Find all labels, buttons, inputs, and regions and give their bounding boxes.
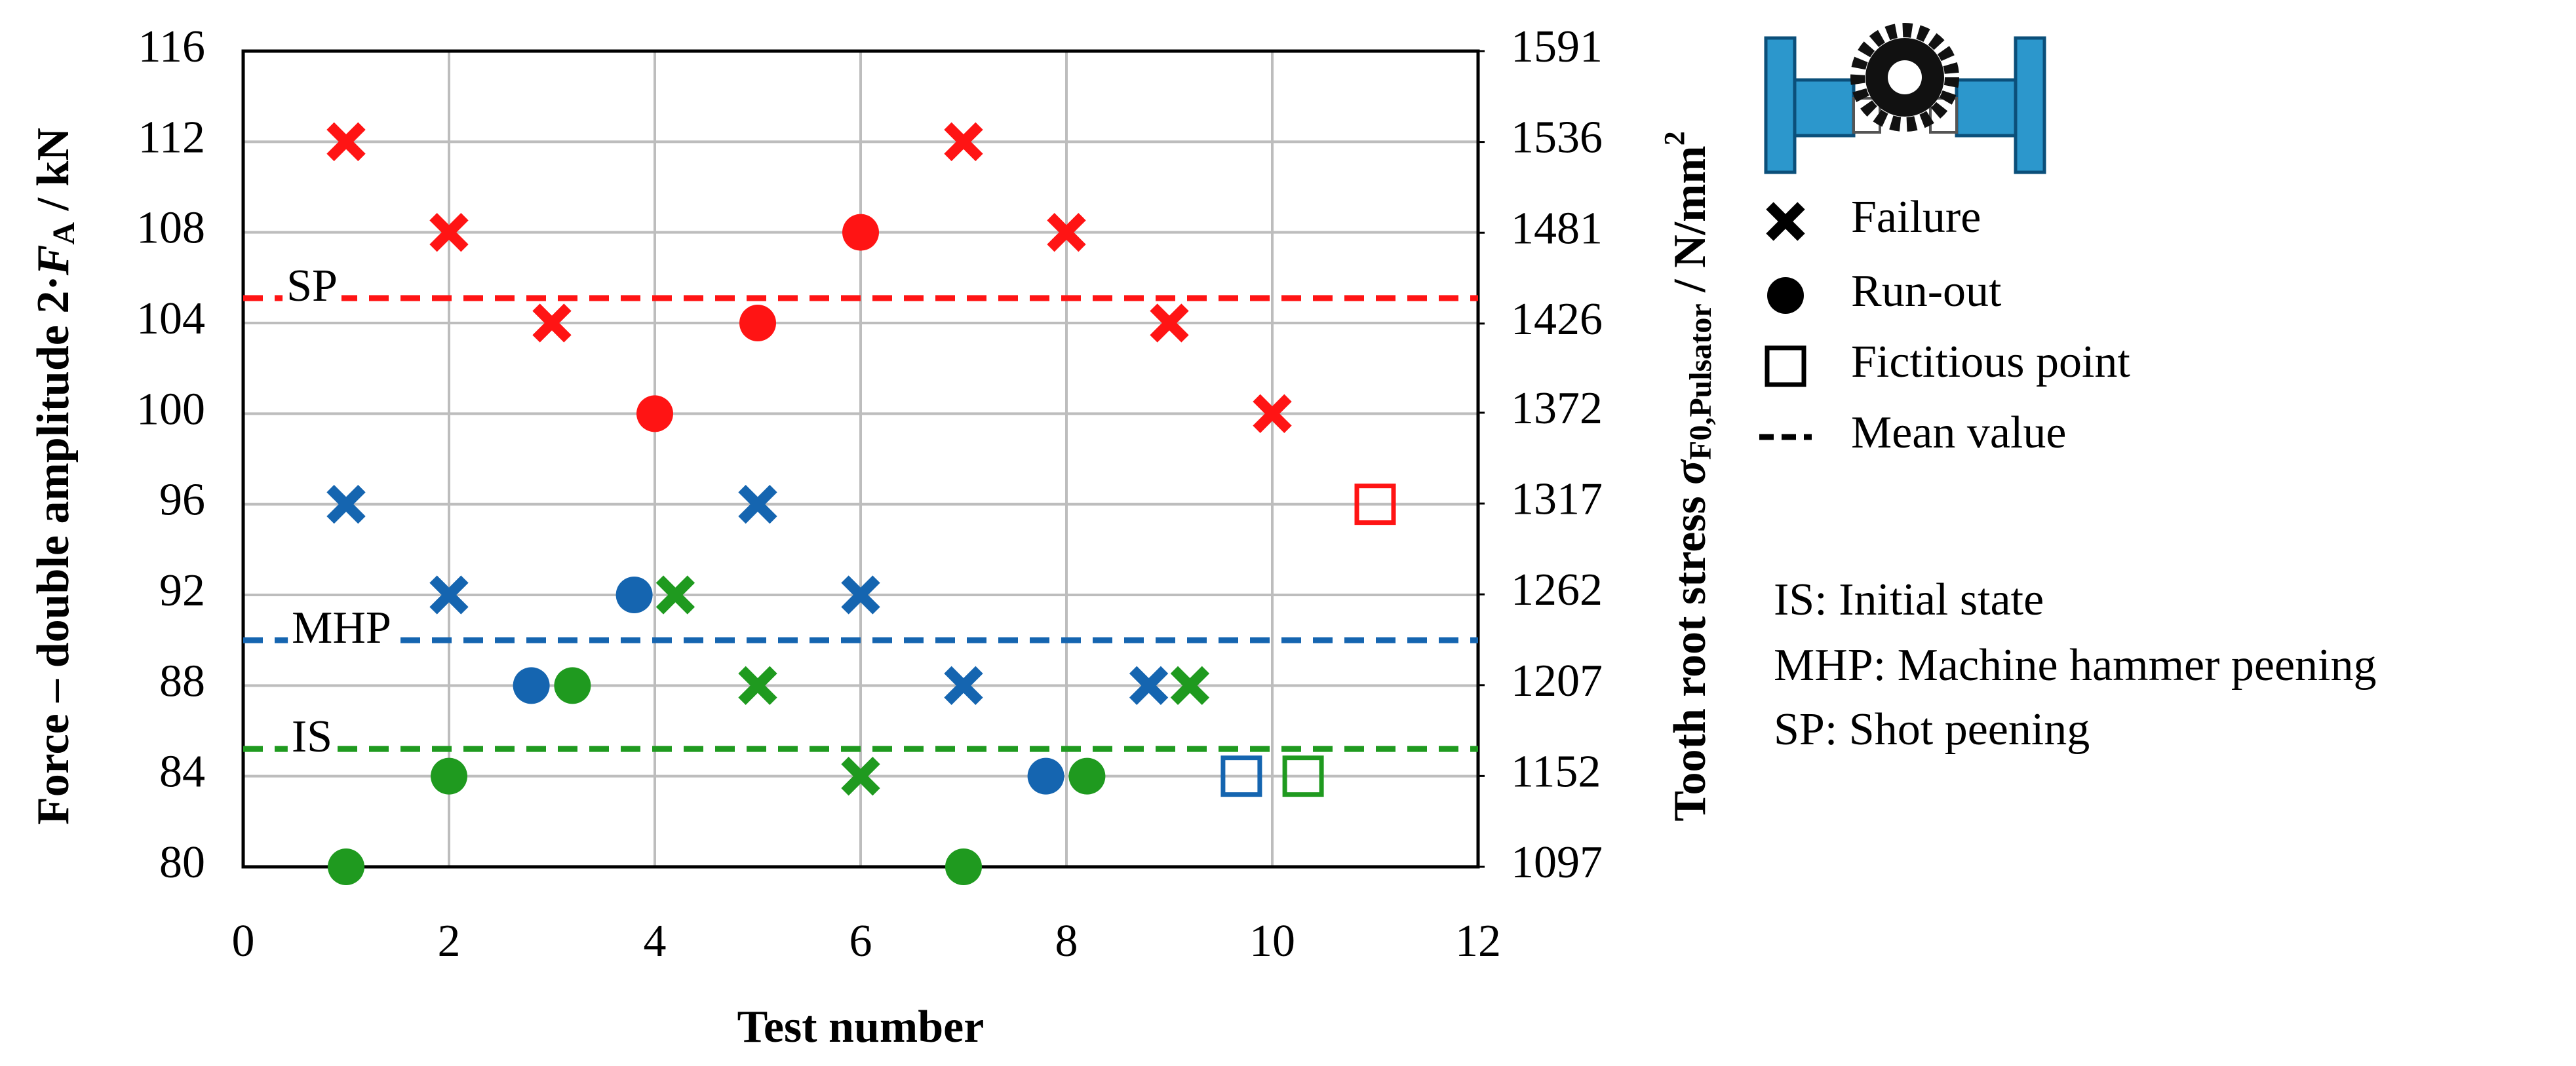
failure-marker [841, 575, 880, 615]
y2-tick-label: 1591 [1511, 22, 1603, 72]
run-out-marker [945, 848, 982, 885]
y-tick-label: 108 [136, 203, 205, 254]
y2-tick-label: 1536 [1511, 113, 1603, 163]
run-out-marker [615, 577, 653, 613]
y-tick-label: 116 [138, 22, 205, 72]
y-tick-label: 104 [136, 294, 205, 344]
failure-marker [944, 666, 983, 705]
note: SP: Shot peening [1774, 704, 2090, 755]
y2-title-var: σ [1665, 459, 1715, 485]
y-title-text: Force – double amplitude 2· [28, 275, 79, 825]
fictitious-marker [1282, 755, 1324, 797]
fictitious-marker [1220, 755, 1262, 797]
failure-marker [1170, 666, 1210, 705]
note: IS: Initial state [1774, 575, 2044, 625]
y2-tick-label: 1317 [1511, 474, 1603, 525]
run-out-marker [739, 305, 776, 341]
mean-label: IS [292, 712, 332, 762]
x-tick-label: 6 [849, 916, 872, 966]
y-tick-label: 84 [159, 747, 205, 797]
failure-marker [1150, 303, 1189, 343]
x-tick-label: 12 [1455, 916, 1501, 966]
failure-marker [1047, 213, 1086, 252]
y-tick-label: 92 [159, 565, 205, 616]
fictitious-marker [1354, 484, 1396, 525]
failure-marker [326, 122, 366, 161]
mean-label-bg [288, 635, 395, 646]
failure-marker [326, 485, 366, 524]
y2-tick-label: 1207 [1511, 656, 1603, 706]
y2-tick-label: 1481 [1511, 203, 1603, 254]
mean-label-bg [287, 744, 337, 755]
run-out-marker [636, 395, 673, 432]
y2-axis-title: Tooth root stress σF0,Pulsator / N/mm2 [1658, 131, 1718, 821]
x-tick-label: 0 [232, 916, 255, 966]
mean-label-bg [283, 292, 342, 303]
x-axis-title: Test number [737, 1002, 985, 1052]
y2-tick-label: 1426 [1511, 294, 1603, 345]
failure-marker [1129, 666, 1169, 705]
y-title-unit: / kN [28, 128, 79, 222]
mean-label: SP [286, 261, 338, 311]
y-tick-label: 96 [159, 475, 205, 525]
failure-marker [944, 122, 983, 161]
failure-marker [532, 303, 572, 343]
y-tick-label: 88 [159, 656, 205, 706]
run-out-marker [842, 214, 879, 251]
mean-label: MHP [292, 603, 391, 653]
gear-icon [1764, 23, 2046, 174]
y-title-var: F [28, 245, 79, 276]
note: MHP: Machine hammer peening [1774, 640, 2377, 691]
y-axis-title: Force – double amplitude 2·FA / kN [28, 128, 81, 825]
y2-title-sup: 2 [1658, 131, 1690, 145]
failure-marker [429, 575, 469, 615]
y-tick-label: 100 [136, 384, 205, 434]
failure-marker [738, 485, 777, 524]
legend-label: Mean value [1851, 408, 2066, 458]
run-out-marker [328, 848, 364, 885]
failure-marker [1253, 394, 1292, 433]
run-out-marker [1027, 757, 1064, 795]
legend-label: Fictitious point [1851, 337, 2130, 387]
y-title-sub: A [47, 222, 81, 245]
fictitious-marker [1765, 345, 1806, 387]
y2-tick-label: 1262 [1511, 565, 1603, 615]
y-tick-label: 112 [138, 112, 205, 162]
y2-tick-label: 1372 [1511, 383, 1603, 434]
y2-title-unit: / N/mm [1665, 145, 1715, 303]
run-out-marker [1767, 277, 1804, 314]
failure-marker [429, 213, 469, 252]
y2-title-sub: F0,Pulsator [1683, 303, 1718, 460]
y2-tick-label: 1097 [1511, 837, 1603, 888]
failure-marker [1766, 202, 1805, 241]
failure-marker [655, 575, 695, 615]
x-tick-label: 8 [1055, 916, 1078, 966]
run-out-marker [513, 667, 550, 704]
legend-label: Run-out [1851, 266, 2002, 316]
x-tick-label: 4 [644, 916, 667, 966]
run-out-marker [431, 757, 467, 795]
run-out-marker [1068, 757, 1106, 795]
failure-marker [841, 757, 880, 796]
x-tick-label: 2 [438, 916, 461, 966]
plot-border [241, 49, 1480, 869]
y-tick-label: 80 [159, 837, 205, 888]
y2-title-text: Tooth root stress [1665, 485, 1715, 822]
legend-label: Failure [1851, 192, 1981, 242]
run-out-marker [554, 667, 591, 704]
failure-marker [738, 666, 777, 705]
y2-tick-label: 1152 [1511, 746, 1601, 797]
x-tick-label: 10 [1249, 916, 1295, 966]
